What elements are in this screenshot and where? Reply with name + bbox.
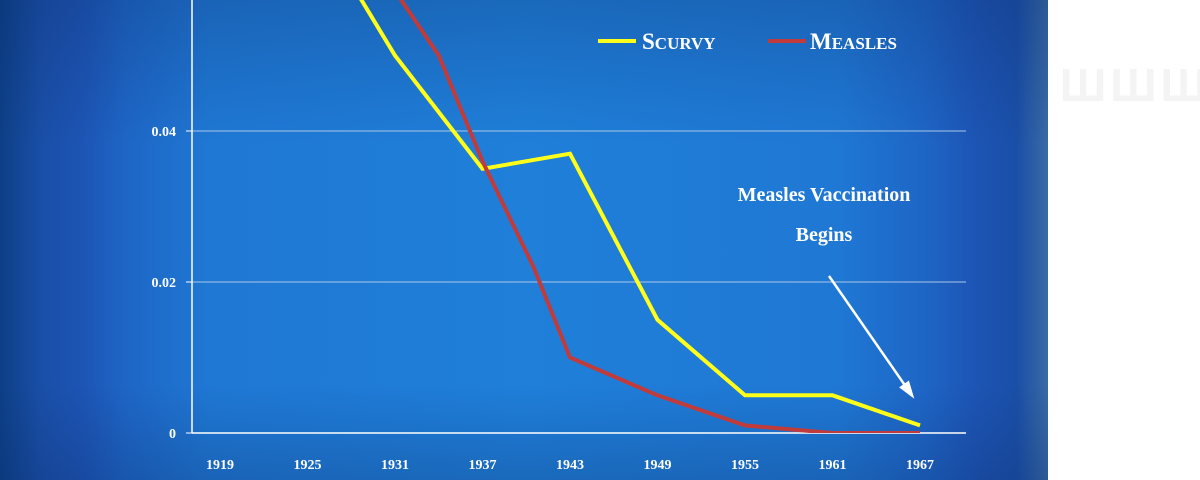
annotation-arrow-head <box>899 380 915 399</box>
x-tick-label-5: 1949 <box>644 458 672 473</box>
annotation: Measles Vaccination Begins <box>738 184 915 399</box>
gridlines <box>192 130 966 283</box>
x-tick-label-3: 1937 <box>469 458 497 473</box>
chart-panel <box>0 0 1048 480</box>
annotation-text-line-0: Measles Vaccination <box>738 184 911 206</box>
x-tick-label-1: 1925 <box>294 458 322 473</box>
x-tick-label-6: 1955 <box>731 458 759 473</box>
y-tick-label-2: 0.04 <box>152 125 177 140</box>
legend: SCURVY MEASLES <box>598 29 897 54</box>
x-tick-label-0: 1919 <box>206 458 234 473</box>
line-chart: 0 0.02 0.04 1919 1925 1931 1937 1943 1949 1955 196… <box>152 0 966 473</box>
y-tick-label-0: 0 <box>169 427 176 442</box>
series-line-measles <box>398 0 920 433</box>
x-tick-label-2: 1931 <box>381 458 409 473</box>
x-tick-label-4: 1943 <box>556 458 584 473</box>
series-line-scurvy <box>359 0 921 428</box>
legend-label-measles: MEASLES <box>810 29 897 54</box>
y-tick-label-1: 0.02 <box>152 276 177 291</box>
x-tick-label-8: 1967 <box>906 458 934 473</box>
x-tick-label-7: 1961 <box>819 458 847 473</box>
annotation-arrow-line <box>827 275 914 397</box>
legend-label-scurvy: SCURVY <box>642 29 716 54</box>
series-lines <box>359 0 921 433</box>
side-watermark-text: ШШШШ <box>1060 59 1200 104</box>
annotation-text-line-1: Begins <box>796 224 853 246</box>
